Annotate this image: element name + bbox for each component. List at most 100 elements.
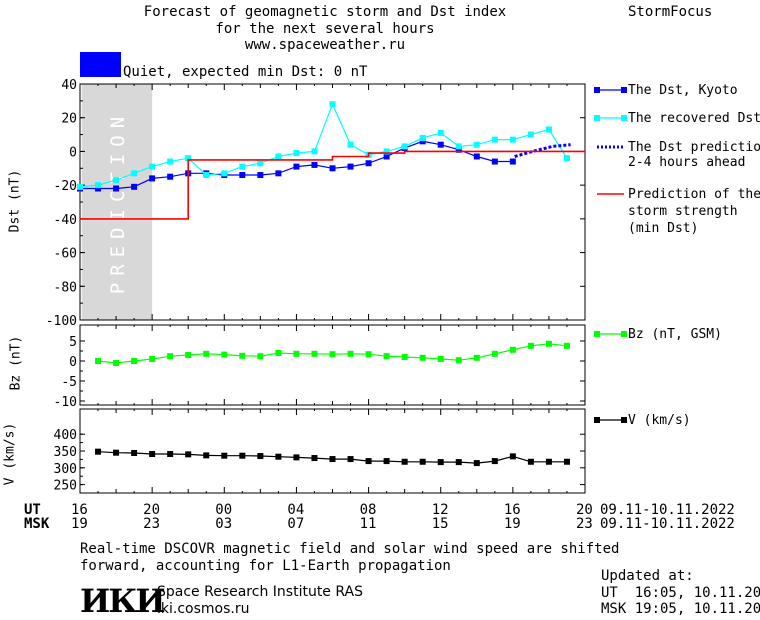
legend-storm-line-3: (min Dst): [628, 221, 699, 236]
dst-ytick-label: 0: [69, 145, 77, 160]
legend-marker: [621, 115, 627, 121]
legend-storm-line-2: storm strength: [628, 204, 738, 219]
data-point: [329, 456, 336, 463]
chart-title-line-3: www.spaceweather.ru: [244, 37, 406, 53]
data-point: [95, 448, 102, 455]
data-point: [401, 458, 408, 465]
dst-ytick-label: 20: [61, 112, 77, 127]
bz-ytick-label: 0: [69, 355, 77, 370]
data-point: [419, 354, 426, 361]
ut-tick-label: 00: [215, 502, 233, 518]
data-point: [563, 342, 570, 349]
data-point: [419, 138, 426, 145]
data-point: [419, 458, 426, 465]
legend-dst-prediction-line-2: 2-4 hours ahead: [628, 155, 746, 170]
v-ytick-label: 400: [54, 428, 77, 443]
data-point: [113, 177, 120, 184]
data-point: [491, 136, 498, 143]
v-frame: [79, 408, 586, 494]
legend-marker: [594, 417, 600, 423]
data-point: [365, 160, 372, 167]
data-point: [113, 360, 120, 366]
data-point: [527, 342, 534, 349]
data-point: [509, 158, 516, 165]
data-point: [239, 352, 246, 359]
ut-tick-label: 16: [503, 502, 521, 518]
legend-bz: Bz (nT, GSM): [628, 327, 722, 342]
data-point: [329, 351, 336, 358]
data-point: [293, 454, 300, 461]
dst-panel: 40 20 0 -20 -40 -60 -80 -100: [46, 78, 586, 329]
bz-ytick-label: -10: [54, 395, 77, 410]
data-point: [113, 449, 120, 456]
data-point: [545, 458, 552, 465]
msk-date-range: 09.11-10.11.2022: [600, 516, 735, 532]
bz-ylabel: Bz (nT): [8, 335, 24, 391]
data-point: [275, 153, 282, 160]
msk-row-label: MSK: [24, 516, 50, 532]
data-point: [455, 459, 462, 466]
data-point: [149, 175, 156, 182]
chart-title-line-1: Forecast of geomagnetic storm and Dst in…: [143, 4, 507, 20]
dst-frame: [79, 83, 586, 321]
data-point: [167, 158, 174, 165]
footer-note-line-1: Real-time DSCOVR magnetic field and sola…: [80, 541, 620, 557]
data-point: [473, 141, 480, 148]
data-point: [455, 357, 462, 364]
data-point: [257, 172, 264, 179]
data-point: [311, 161, 318, 168]
data-point: [149, 163, 156, 170]
data-point: [545, 340, 552, 347]
data-point: [77, 183, 83, 190]
series-line-prediction-of-the-storm-strength-min-dst-: [80, 150, 585, 220]
ut-date-range: 09.11-10.11.2022: [600, 502, 735, 518]
legend-marker: [621, 87, 627, 93]
msk-tick-label: 23: [143, 516, 160, 532]
updated-msk: MSK 19:05, 10.11.2022: [601, 601, 760, 617]
data-point: [491, 458, 498, 465]
legend-marker: [621, 417, 627, 423]
data-point: [221, 170, 228, 177]
data-point: [383, 153, 390, 160]
bz-ytick-label: -5: [61, 375, 77, 390]
legend-marker: [594, 115, 600, 121]
dst-ytick-label: -20: [54, 179, 77, 194]
data-point: [203, 350, 210, 357]
data-point: [167, 451, 174, 458]
prediction-label: PREDICTION: [107, 110, 129, 294]
ut-tick-label: 12: [431, 502, 449, 518]
data-point: [509, 453, 516, 460]
data-point: [365, 458, 372, 465]
v-ytick-label: 250: [54, 479, 77, 494]
data-point: [383, 458, 390, 465]
data-point: [203, 172, 210, 179]
legend-marker: [594, 331, 600, 337]
data-point: [293, 163, 300, 170]
data-point: [545, 126, 552, 133]
updated-label: Updated at:: [601, 568, 694, 584]
msk-tick-label: 23: [576, 516, 593, 532]
bz-ytick-label: 5: [69, 335, 77, 350]
data-point: [527, 131, 534, 138]
data-point: [455, 146, 462, 153]
msk-tick-label: 19: [503, 516, 521, 532]
series-line-the-recovered-dst: [79, 102, 568, 188]
data-point: [383, 353, 390, 360]
prediction-zone: [81, 84, 153, 320]
data-point: [167, 353, 174, 360]
data-point: [257, 353, 264, 360]
status-color-swatch: [80, 52, 121, 77]
data-point: [563, 458, 570, 465]
data-point: [95, 182, 102, 189]
data-point: [131, 170, 138, 177]
data-point: [275, 170, 282, 177]
v-ytick-label: 350: [54, 445, 77, 460]
institute-site: iki.cosmos.ru: [157, 601, 250, 617]
data-point: [275, 453, 282, 460]
data-point: [419, 134, 426, 141]
legend-dst-kyoto: The Dst, Kyoto: [628, 83, 738, 98]
data-point: [293, 150, 300, 157]
data-point: [527, 458, 534, 465]
ut-tick-label: 08: [359, 502, 377, 518]
data-point: [95, 185, 102, 192]
